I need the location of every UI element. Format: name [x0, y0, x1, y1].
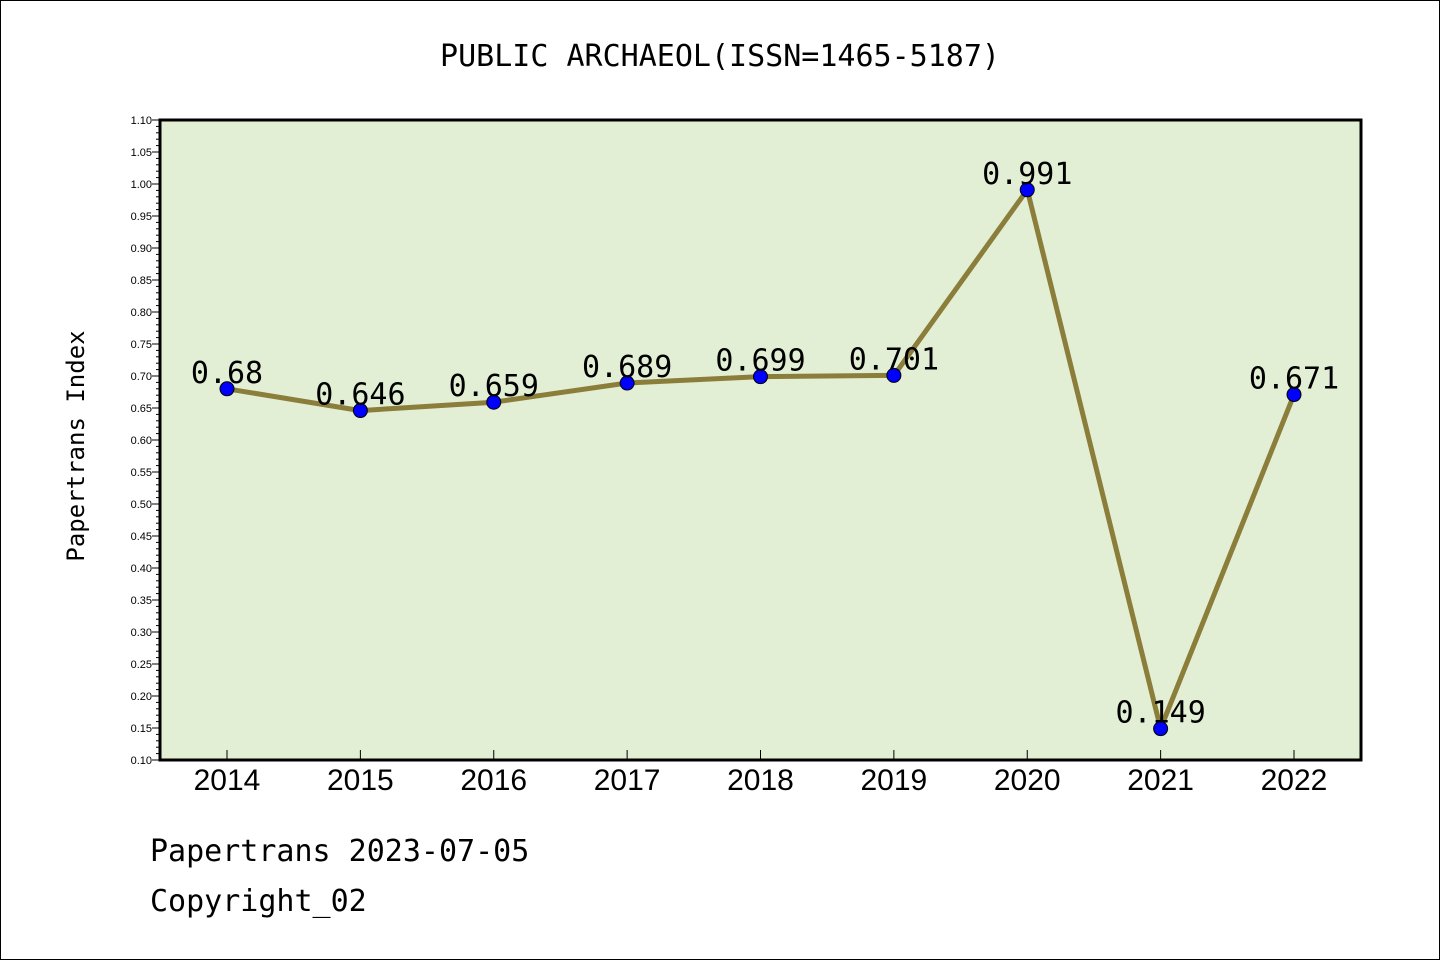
y-tick-label: 1.10	[131, 115, 152, 127]
y-tick-label: 1.00	[131, 179, 152, 191]
x-tick-label: 2014	[194, 764, 261, 797]
y-tick-label: 0.20	[131, 691, 152, 703]
x-tick-label: 2021	[1127, 764, 1194, 797]
data-point	[886, 367, 902, 383]
y-tick-label: 0.10	[131, 755, 152, 767]
x-tick-label: 2017	[594, 764, 661, 797]
data-label: 0.149	[1115, 696, 1205, 731]
plot-border	[158, 118, 1363, 762]
data-point	[486, 394, 502, 410]
y-tick-label: 0.90	[131, 243, 152, 255]
data-point	[619, 375, 635, 391]
data-point	[1286, 387, 1302, 403]
x-tick-label: 2018	[727, 764, 794, 797]
y-tick-label: 0.85	[131, 275, 152, 287]
y-tick-label: 0.25	[131, 659, 152, 671]
x-tick-label: 2016	[460, 764, 527, 797]
data-label: 0.671	[1249, 362, 1339, 397]
data-label: 0.699	[715, 344, 805, 379]
y-tick-label: 0.55	[131, 467, 152, 479]
y-tick-label: 0.45	[131, 531, 152, 543]
data-label: 0.991	[982, 157, 1072, 192]
y-tick-label: 0.40	[131, 563, 152, 575]
series-group	[219, 182, 1302, 737]
data-label: 0.68	[191, 356, 263, 391]
y-tick-label: 1.05	[131, 147, 152, 159]
y-axis-ticks: 0.10 0.15 0.20 0.25 0.30 0.35 0.40 0.45 0.50 0.55…	[131, 115, 160, 767]
data-point	[1153, 721, 1169, 737]
y-tick-label: 0.15	[131, 723, 152, 735]
data-point	[219, 381, 235, 397]
y-tick-label: 0.50	[131, 499, 152, 511]
y-tick-label: 0.80	[131, 307, 152, 319]
plot-area	[160, 120, 1361, 760]
data-point	[753, 369, 768, 385]
x-tick-label: 2015	[327, 764, 394, 797]
y-tick-label: 0.30	[131, 627, 152, 639]
x-tick-label: 2019	[861, 764, 928, 797]
data-label: 0.689	[582, 350, 672, 385]
x-tick-label: 2020	[994, 764, 1061, 797]
data-label: 0.646	[315, 378, 405, 413]
y-tick-label: 0.60	[131, 435, 152, 447]
x-axis-ticks: 2014 2015 2016 2017 2018 2019 2020 2021 2022	[194, 750, 1328, 797]
y-tick-label: 0.95	[131, 211, 152, 223]
y-tick-label: 0.75	[131, 339, 152, 351]
y-tick-label: 0.65	[131, 403, 152, 415]
data-point	[1019, 182, 1035, 198]
y-tick-label: 0.70	[131, 371, 152, 383]
data-label: 0.701	[849, 342, 939, 377]
data-labels-group: 0.68 0.646 0.659 0.689 0.699 0.701 0.991 0.149 0…	[191, 157, 1339, 731]
y-tick-label: 0.35	[131, 595, 152, 607]
footer-copyright: Copyright_02	[150, 884, 367, 919]
y-axis-label: Papertrans Index	[62, 330, 90, 561]
data-label: 0.659	[449, 369, 539, 404]
data-point	[352, 403, 368, 419]
footer-date: Papertrans 2023-07-05	[150, 834, 530, 869]
x-tick-label: 2022	[1261, 764, 1328, 797]
chart-title: PUBLIC ARCHAEOL(ISSN=1465-5187)	[440, 39, 1000, 74]
